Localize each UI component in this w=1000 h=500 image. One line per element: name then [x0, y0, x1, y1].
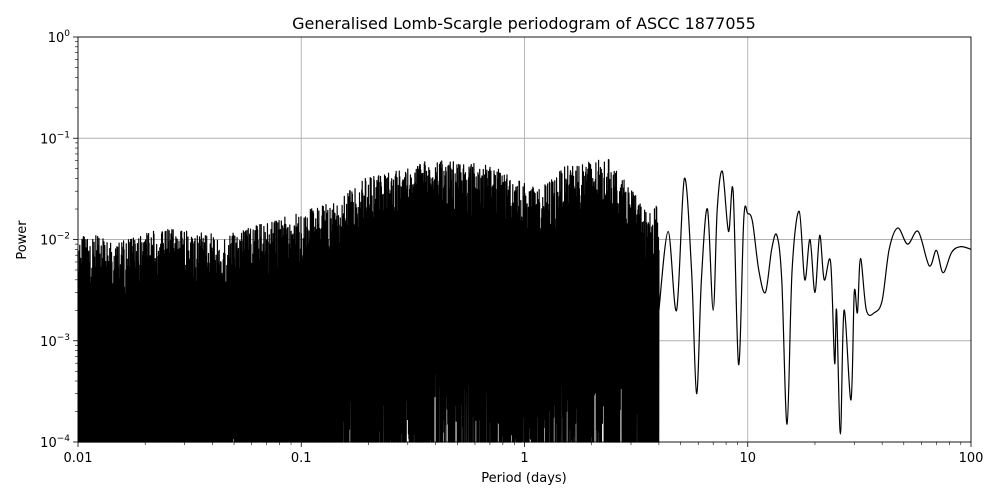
- power-series-smooth: [658, 170, 972, 435]
- x-axis-label: Period (days): [481, 471, 567, 486]
- x-tick-label: 100: [959, 451, 984, 466]
- y-tick-label: 10−2: [40, 232, 70, 249]
- chart-title: Generalised Lomb-Scargle periodogram of …: [292, 14, 756, 33]
- y-tick-label: 10−4: [40, 434, 70, 451]
- x-tick-label: 10: [739, 451, 756, 466]
- power-series-dense: [77, 159, 660, 443]
- plot-area: 0.01 0.1 1 10 100 10−4 10−3 10−2 10−1 100: [40, 29, 983, 466]
- y-tick-label: 10−1: [40, 130, 70, 147]
- y-tick-label: 100: [48, 29, 71, 46]
- x-tick-label: 0.01: [64, 451, 93, 466]
- x-tick-label: 0.1: [291, 451, 312, 466]
- x-tick-label: 1: [520, 451, 528, 466]
- series-layer: [77, 159, 972, 443]
- y-tick-label: 10−3: [40, 333, 70, 350]
- y-axis-label: Power: [15, 220, 30, 260]
- axis-ticks: 0.01 0.1 1 10 100 10−4 10−3 10−2 10−1 100: [40, 29, 983, 466]
